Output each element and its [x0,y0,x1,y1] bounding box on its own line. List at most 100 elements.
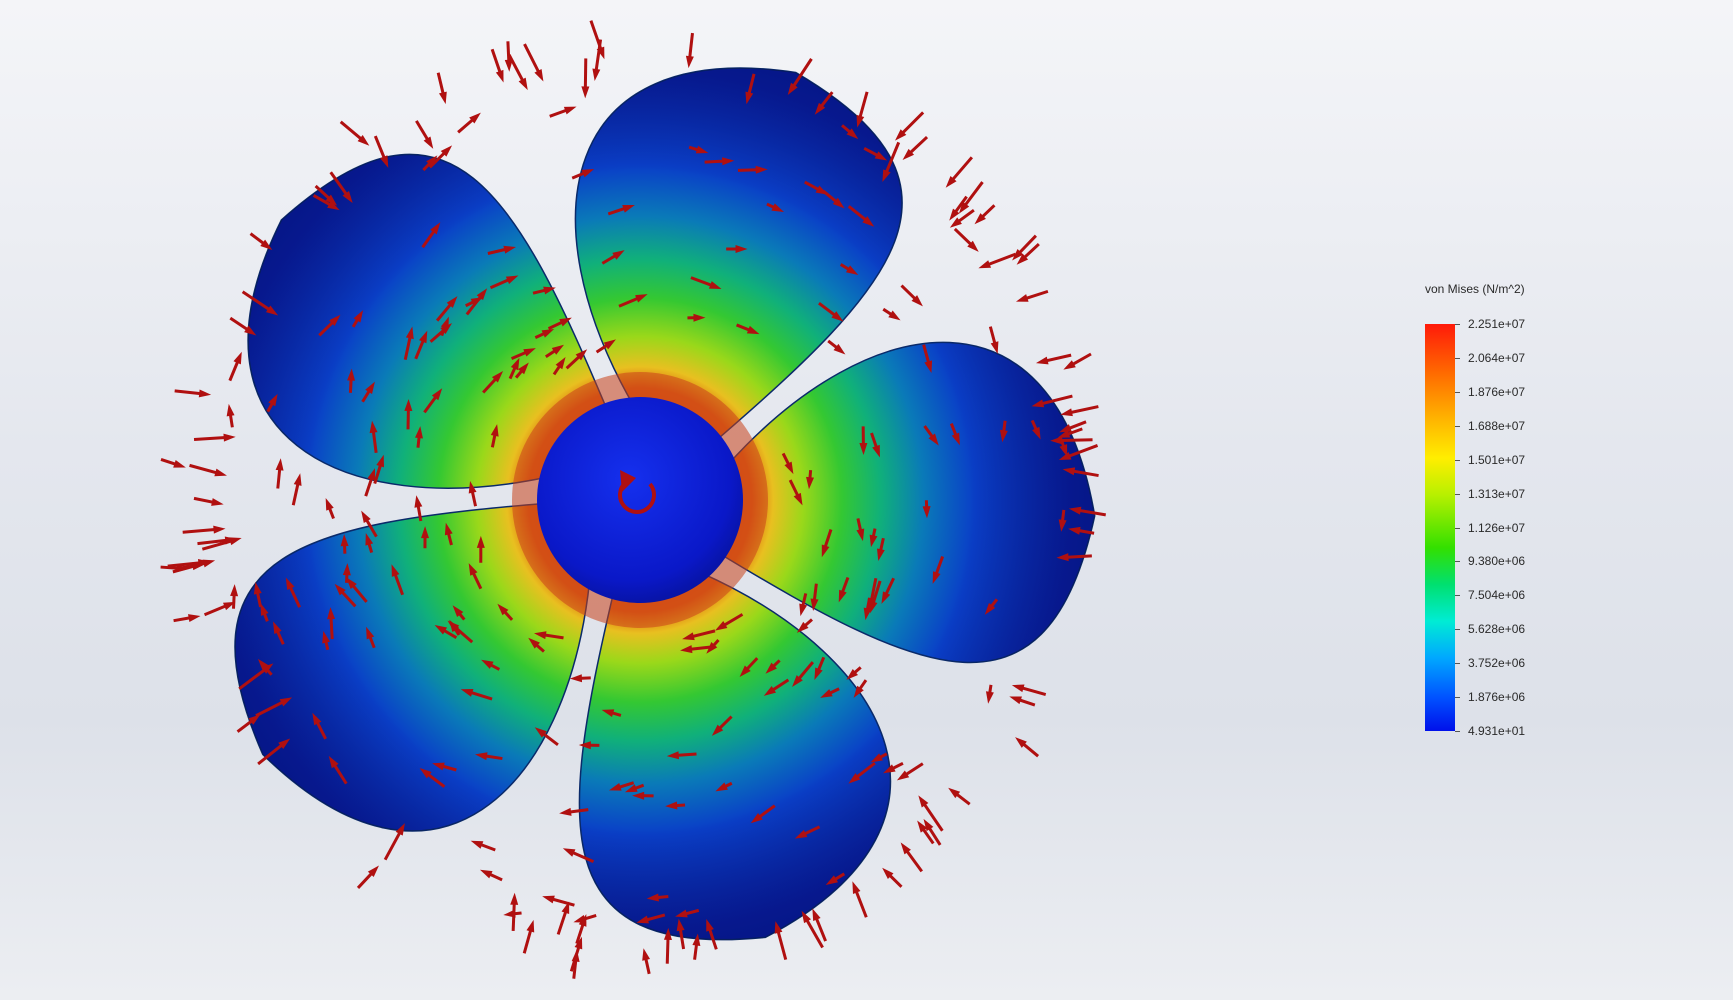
load-arrow-head [415,426,423,439]
propeller-hub[interactable] [537,397,743,603]
load-arrow-head [612,250,625,260]
load-arrow-head [867,598,876,612]
legend-title: von Mises (N/m^2) [1425,282,1525,296]
legend-label: 2.064e+07 [1468,350,1526,365]
load-arrow-head [792,675,803,687]
load-arrow-head [563,106,577,115]
load-arrow [883,141,901,178]
load-arrow-head [951,432,960,446]
load-arrow-head [581,86,590,99]
load-arrow-head [510,892,519,905]
load-arrow-head [831,311,844,322]
load-arrow-head [528,637,540,649]
load-arrow-head [518,77,528,91]
load-arrow-head [369,420,378,434]
load-arrow-head [346,577,357,590]
legend-label: 1.313e+07 [1468,486,1526,501]
load-arrow-head [832,197,845,209]
load-arrow-head [715,621,728,631]
load-arrow-head [260,603,269,616]
load-arrow-head [765,662,777,674]
load-arrow-head [1035,356,1049,365]
load-arrow-head [876,548,885,562]
load-arrow-head [273,621,282,635]
load-arrow-head [706,918,714,932]
load-arrow-head [949,208,960,221]
blade-shading [234,503,590,831]
load-arrow-head [534,68,544,82]
legend-label: 2.251e+07 [1468,317,1526,331]
load-arrow-head [900,842,911,855]
load-arrow-head [328,755,339,769]
load-arrow-head [1059,444,1068,457]
load-arrow-head [922,506,931,519]
legend-tick [1455,324,1460,325]
load-arrow-head [794,829,808,839]
load-arrow-head [327,200,340,211]
load-arrow-head [978,260,992,269]
load-arrow-head [380,155,389,168]
load-arrow-head [821,544,830,558]
load-arrow-head [1015,737,1027,748]
load-arrow-head [468,480,477,494]
propeller-model[interactable] [234,67,1096,941]
load-arrow-head [999,429,1008,443]
load-arrow-head [632,791,645,800]
load-arrow-head [1063,360,1076,370]
load-arrow-head [883,764,896,774]
load-arrow [1056,438,1093,443]
load-arrow-head [750,812,763,824]
load-arrow-head [948,787,961,799]
load-arrow-head [838,589,847,603]
load-arrow-head [432,762,445,771]
load-arrow-head [361,510,371,524]
load-arrow-head [746,325,760,335]
legend-tick [1455,663,1460,665]
load-arrow-head [353,310,364,323]
load-arrow-head [555,357,566,370]
load-arrow-head [222,601,236,611]
load-arrow-head [327,607,336,620]
load-arrow-head [421,526,430,539]
load-arrow-head [438,91,447,105]
load-arrow-head [932,571,941,584]
load-arrow-head [1068,506,1082,515]
load-arrow-head [603,339,616,350]
stress-legend: von Mises (N/m^2) 2.251e+07 2.064e+07 1.87… [1420,278,1620,758]
load-arrow-head [692,933,701,947]
load-arrow-head [1058,451,1072,460]
load-arrow-head [923,818,934,832]
load-arrow-head [895,129,907,141]
load-arrow-head [793,492,803,506]
load-arrow-head [787,82,798,96]
load-arrow-head [985,691,994,704]
load-arrow-head [559,317,572,327]
legend-label: 4.931e+01 [1468,724,1526,738]
load-arrow [167,560,205,568]
load-arrow-head [1031,399,1045,408]
load-arrow-head [642,948,651,961]
load-arrow-head [888,310,901,321]
load-arrow-head [763,685,777,696]
load-arrow-head [833,343,846,355]
load-arrow-head [173,460,186,468]
legend-label: 1.876e+06 [1468,690,1526,705]
load-arrow-head [882,867,894,880]
blade-shading [718,342,1095,663]
legend-label: 9.380e+06 [1468,554,1526,569]
load-arrow-head [423,136,434,149]
load-arrow-head [534,727,547,738]
load-arrow-head [518,362,529,375]
load-arrow-head [505,275,519,285]
load-arrow-head [534,631,547,640]
load-arrow-head [882,169,891,182]
load-arrow-head [1062,467,1076,476]
load-arrow-head [275,458,284,471]
load-arrow-head [230,584,239,597]
load-arrow-head [475,752,488,761]
legend-tick [1455,357,1460,359]
load-arrow-head [1058,519,1067,532]
blade-shading [575,68,903,442]
load-arrow-head [444,522,453,536]
